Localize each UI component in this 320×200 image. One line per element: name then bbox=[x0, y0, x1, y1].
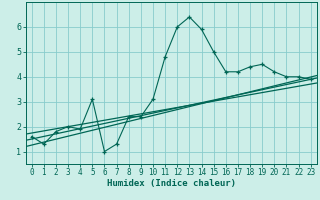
X-axis label: Humidex (Indice chaleur): Humidex (Indice chaleur) bbox=[107, 179, 236, 188]
